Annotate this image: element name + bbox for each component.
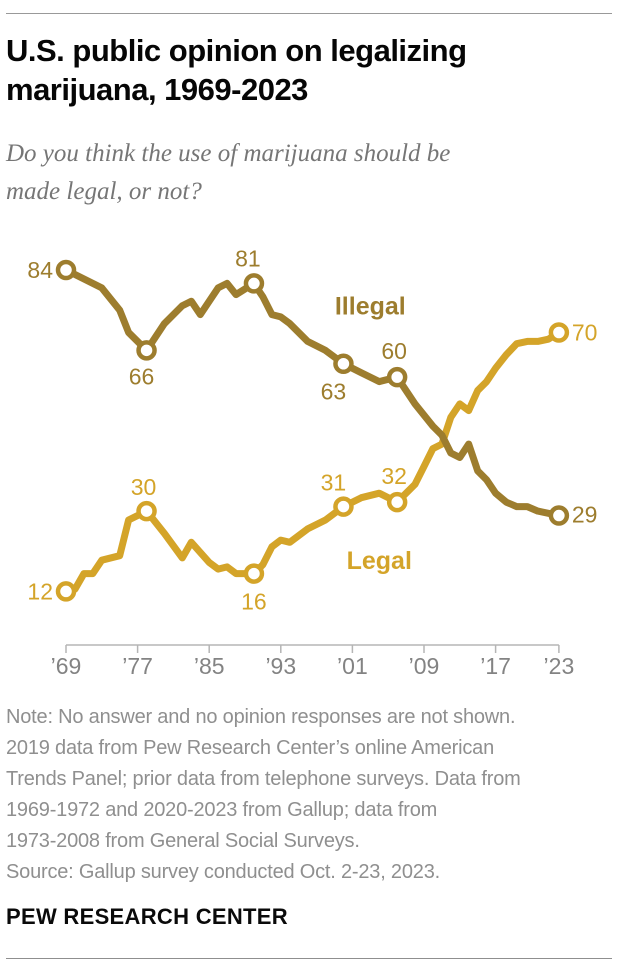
- illegal-data-point-marker: [136, 340, 157, 361]
- legal-data-point-marker: [548, 322, 570, 343]
- x-axis-tick-label: ’09: [409, 653, 440, 679]
- survey-question-subtitle: Do you think the use of marijuana should…: [6, 140, 451, 205]
- illegal-point-label: 81: [235, 245, 261, 271]
- legal-data-point-marker: [55, 581, 77, 602]
- illegal-data-point-marker: [243, 273, 265, 294]
- illegal-point-label: 63: [321, 379, 347, 405]
- chart-note: Note: No answer and no opinion responses…: [6, 706, 521, 883]
- legal-data-point-marker: [136, 500, 157, 522]
- illegal-data-point-marker: [55, 259, 77, 281]
- legal-point-label: 12: [27, 578, 53, 604]
- legal-point-label: 30: [131, 474, 157, 500]
- x-axis-tick-label: ’17: [480, 653, 511, 679]
- legal-point-label: 31: [321, 470, 347, 496]
- illegal-point-label: 29: [572, 502, 598, 528]
- illegal-series-label: Illegal: [335, 293, 406, 321]
- legal-data-point-marker: [333, 496, 354, 517]
- x-axis-tick-label: ’77: [122, 653, 153, 679]
- page-title: U.S. public opinion on legalizing mariju…: [6, 33, 467, 107]
- illegal-data-point-marker: [333, 353, 354, 374]
- x-axis-tick-label: ’23: [544, 653, 575, 679]
- top-divider: [6, 13, 612, 14]
- illegal-point-label: 60: [381, 338, 407, 364]
- x-axis-tick-label: ’85: [194, 653, 225, 679]
- legal-data-point-marker: [243, 563, 265, 584]
- illegal-point-label: 84: [27, 257, 53, 283]
- illegal-data-point-marker: [386, 366, 408, 388]
- bottom-divider: [6, 958, 612, 959]
- pew-research-center-logo: PEW RESEARCH CENTER: [6, 904, 288, 929]
- legal-point-label: 16: [241, 589, 267, 615]
- legal-point-label: 70: [572, 319, 598, 345]
- x-axis-tick-label: ’01: [337, 653, 368, 679]
- x-axis-tick-label: ’69: [51, 653, 82, 679]
- illegal-data-point-marker: [548, 505, 570, 526]
- line-chart: ’69 ’77 ’85 ’93 ’01 ’09 ’17 ’23 Legal 12 30 16 31 32 7…: [27, 245, 598, 679]
- illegal-point-label: 66: [129, 363, 155, 389]
- x-axis-tick-label: ’93: [265, 653, 296, 679]
- legal-data-point-marker: [386, 491, 408, 513]
- legal-series-label: Legal: [347, 547, 412, 575]
- legal-point-label: 32: [381, 463, 407, 489]
- illegal-line: [62, 266, 563, 519]
